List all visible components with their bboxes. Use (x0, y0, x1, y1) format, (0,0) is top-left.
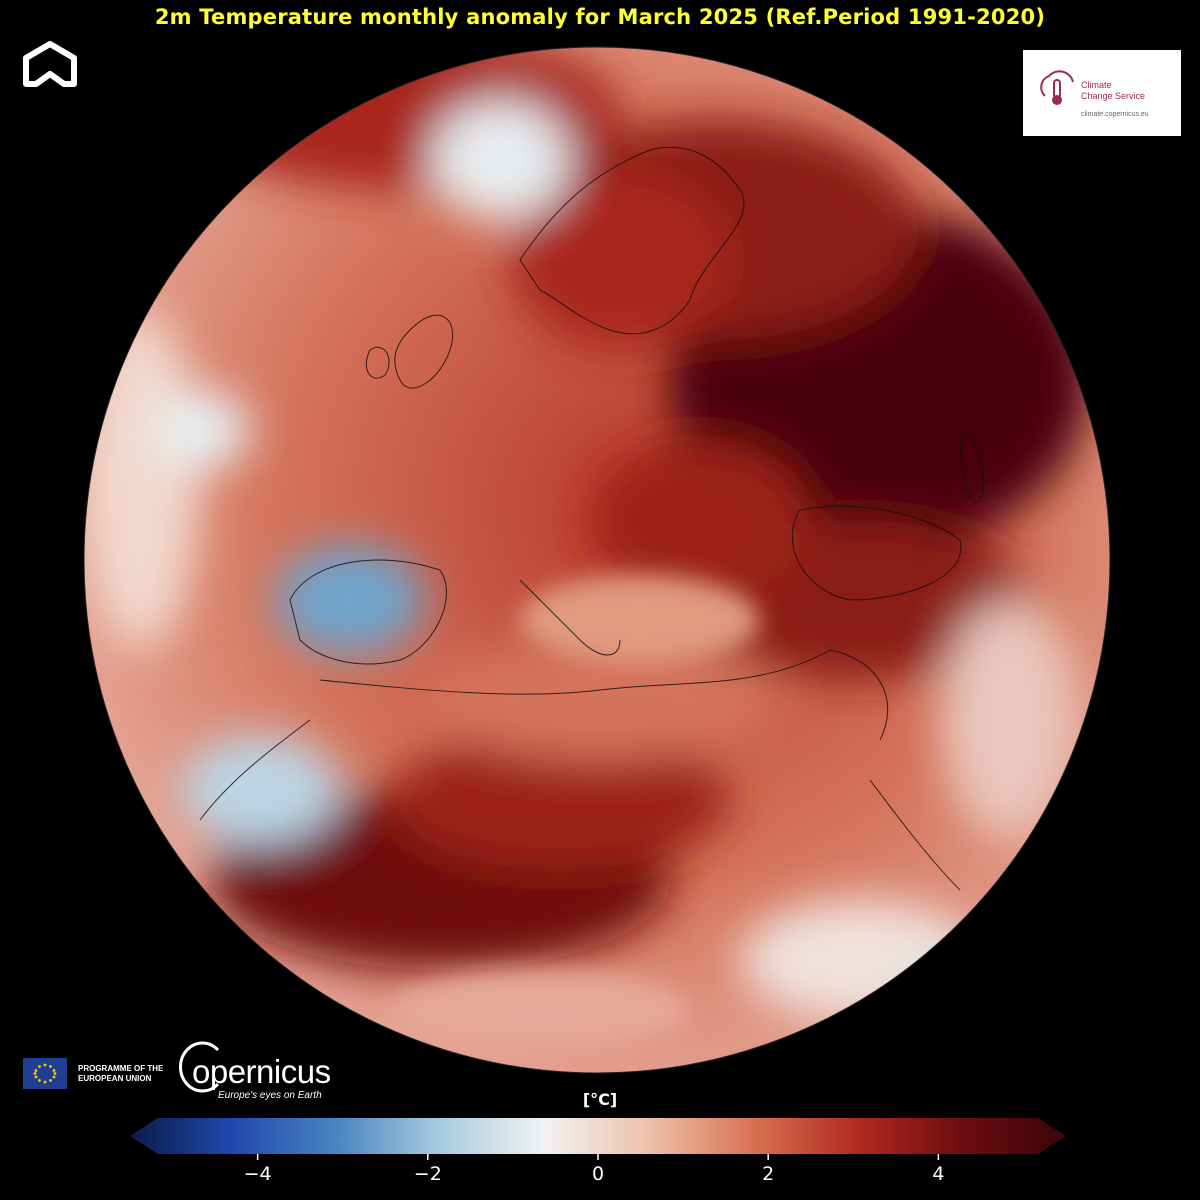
c3s-logo-box: Climate Change Service climate.copernicu… (1023, 50, 1181, 136)
colorbar-unit-label: [°C] (582, 1090, 618, 1109)
c3s-url: climate.copernicus.eu (1081, 111, 1149, 118)
colorbar-tick-label: 4 (932, 1163, 945, 1185)
c3s-name-line2: Change Service (1081, 91, 1146, 101)
colorbar-tick-label: −4 (243, 1163, 272, 1185)
copernicus-tagline: Europe's eyes on Earth (218, 1090, 322, 1101)
colorbar-tick-label: −2 (413, 1163, 442, 1185)
colorbar-tick-label: 0 (591, 1163, 605, 1185)
eu-flag-icon (23, 1058, 67, 1089)
eu-text-line1: PROGRAMME OF THE (78, 1064, 164, 1073)
thermometer-cloud-icon (1040, 70, 1074, 105)
c3s-name-line1: Climate (1081, 80, 1112, 90)
colorbar-gradient (130, 1118, 1066, 1154)
eu-programme-text: PROGRAMME OF THE EUROPEAN UNION (78, 1064, 163, 1084)
copernicus-wordmark: opernicus (192, 1053, 331, 1090)
coastlines (199, 146, 985, 891)
colorbar-ticks (256, 1154, 940, 1160)
copernicus-c-icon (178, 1041, 220, 1093)
eu-text-line2: EUROPEAN UNION (78, 1074, 152, 1083)
anomaly-field (84, 47, 1090, 1020)
app-logo-icon (23, 41, 77, 87)
map-title: 2m Temperature monthly anomaly for March… (154, 5, 1046, 29)
colorbar-tick-label: 2 (762, 1163, 775, 1185)
